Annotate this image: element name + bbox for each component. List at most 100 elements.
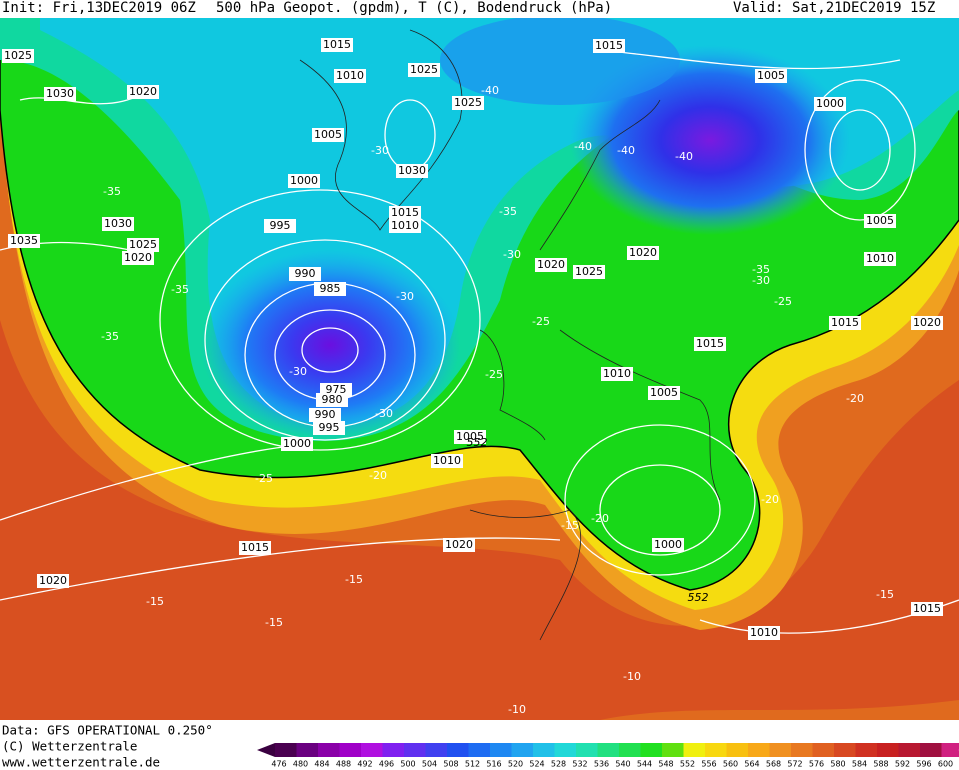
colorbar-cell	[361, 743, 383, 757]
colorbar-label: 484	[314, 760, 329, 769]
temperature-label: -30	[289, 365, 307, 378]
colorbar-label: 556	[701, 760, 716, 769]
isobar-label: 1015	[391, 206, 419, 219]
isobar-label: 1010	[336, 69, 364, 82]
colorbar-cell	[877, 743, 899, 757]
colorbar-label: 592	[895, 760, 910, 769]
temperature-label: -35	[752, 263, 770, 276]
isobar-label-box	[127, 85, 159, 99]
colorbar-label: 564	[744, 760, 759, 769]
colorbar-cell	[791, 743, 813, 757]
temperature-label: -20	[761, 493, 779, 506]
isobar-label: 1015	[241, 541, 269, 554]
height-label: 552	[467, 436, 488, 449]
colorbar-label: 596	[916, 760, 931, 769]
isobar-label-box	[264, 219, 296, 233]
map-area	[0, 18, 959, 720]
copyright: (C) Wetterzentrale	[2, 739, 137, 754]
warm-field	[0, 320, 959, 720]
isobar-label-box	[281, 437, 313, 451]
temperature-label: -15	[345, 573, 363, 586]
colorbar-label: 504	[422, 760, 437, 769]
isobar-label-box	[321, 38, 353, 52]
temperature-label: -30	[396, 290, 414, 303]
colorbar-cell	[941, 743, 959, 757]
isobar-label: 1005	[456, 430, 484, 443]
colorbar-label: 540	[615, 760, 630, 769]
temperature-label: -35	[103, 185, 121, 198]
coastlines	[299, 29, 721, 641]
colorbar-cell	[898, 743, 921, 757]
title-text: 500 hPa Geopot. (gpdm), T (C), Bodendruc…	[216, 0, 612, 16]
valid-text: Valid: Sat,21DEC2019 15Z	[733, 0, 935, 16]
colorbar-cell	[597, 743, 620, 757]
isobar-label: 1015	[595, 39, 623, 52]
colorbar-cell	[662, 743, 684, 757]
isobar-label-box	[389, 219, 421, 233]
temperature-label: -30	[752, 274, 770, 287]
isobar-label-box	[601, 367, 633, 381]
colorbar-label: 532	[572, 760, 587, 769]
colorbar-cell	[920, 743, 942, 757]
colorbar-cell	[683, 743, 706, 757]
isobar-label-box	[408, 63, 440, 77]
isobar-label: 1030	[46, 87, 74, 100]
isobar-label-box	[535, 258, 567, 272]
colorbar-label: 600	[938, 760, 953, 769]
data-source: Data: GFS OPERATIONAL 0.250°	[2, 723, 213, 738]
colorbar-cell	[490, 743, 512, 757]
temperature-label: -20	[591, 512, 609, 525]
isobar-label-box	[443, 538, 475, 552]
temperature-label: -10	[508, 703, 526, 716]
colorbar-cell	[511, 743, 534, 757]
isobar-label: 1000	[283, 437, 311, 450]
colorbar-cell	[382, 743, 405, 757]
colorbar-cell	[468, 743, 491, 757]
colorbar-label: 568	[766, 760, 781, 769]
colorbar-cell	[748, 743, 770, 757]
isobar-label-box	[911, 602, 943, 616]
colorbar-cell	[812, 743, 835, 757]
colorbar-label: 528	[551, 760, 566, 769]
colorbar-label: 508	[443, 760, 458, 769]
isobar-label-box	[312, 128, 344, 142]
isobar-label-box	[748, 626, 780, 640]
isobar-label-box	[2, 49, 34, 63]
isobar-label: 990	[295, 267, 316, 280]
isobar-label: 1030	[398, 164, 426, 177]
isobar-label: 1000	[816, 97, 844, 110]
temperature-label: -20	[846, 392, 864, 405]
colorbar-label: 584	[852, 760, 867, 769]
isobar-label: 1015	[323, 38, 351, 51]
colorbar-label: 536	[594, 760, 609, 769]
isobar-label-box	[288, 174, 320, 188]
isobar-label: 1020	[129, 85, 157, 98]
temperature-label: -25	[532, 315, 550, 328]
isobar-label-box	[431, 454, 463, 468]
temperature-label: -30	[371, 144, 389, 157]
temperature-label: -40	[481, 84, 499, 97]
temperature-label: -35	[171, 283, 189, 296]
isobar-label: 1010	[750, 626, 778, 639]
colorbar-label: 580	[830, 760, 845, 769]
isobar-label: 1025	[454, 96, 482, 109]
isobar-label: 1015	[913, 602, 941, 615]
isobar-label: 1000	[290, 174, 318, 187]
colorbar-label: 520	[508, 760, 523, 769]
colorbar-cell	[619, 743, 641, 757]
isobar-label-box	[289, 267, 321, 281]
isobar-label: 1025	[129, 238, 157, 251]
isobar-label-box	[627, 246, 659, 260]
colorbar-label: 544	[637, 760, 652, 769]
labels: 1015 1010 1025 1025 1030 1020 1005 1030 1000 1015…	[2, 38, 943, 716]
temperature-label: -35	[499, 205, 517, 218]
colorbar-cell	[339, 743, 362, 757]
isobar-label-box	[452, 96, 484, 110]
temperature-label: -15	[146, 595, 164, 608]
isobar-label-box	[334, 69, 366, 83]
temperature-label: -15	[561, 519, 579, 532]
isobar-label-box	[864, 252, 896, 266]
isobar-label: 1030	[104, 217, 132, 230]
isobar-label-box	[122, 251, 154, 265]
colorbar-label: 488	[336, 760, 351, 769]
